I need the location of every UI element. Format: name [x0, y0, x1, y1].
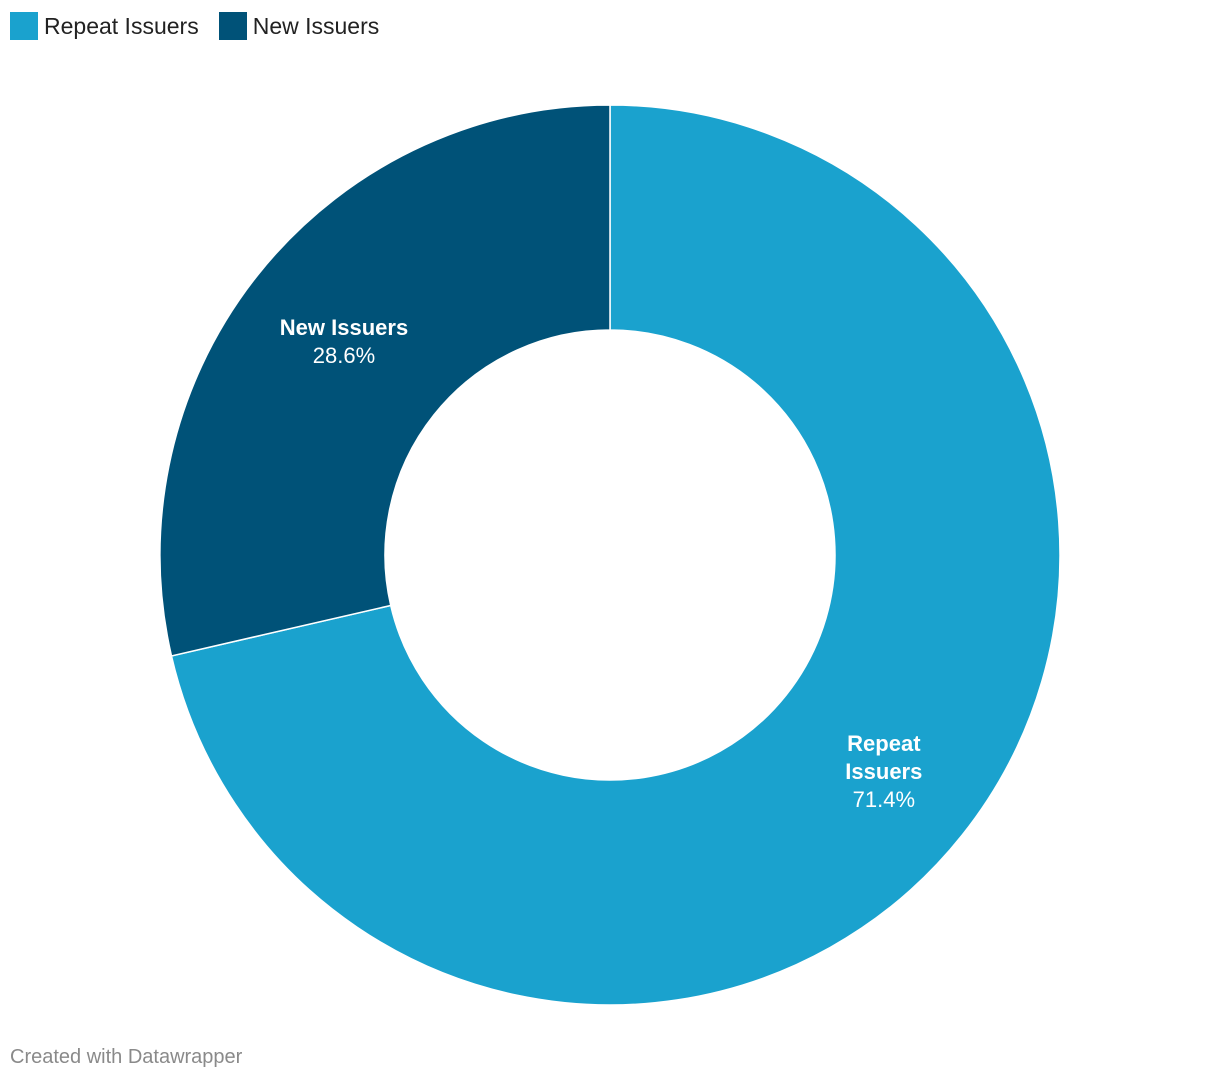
- chart-legend: Repeat Issuers New Issuers: [10, 12, 399, 40]
- slice-label-repeat-issuers: Issuers: [845, 759, 922, 784]
- legend-item-new-issuers: New Issuers: [218, 12, 380, 40]
- footer-credit: Created with Datawrapper: [10, 1046, 243, 1068]
- slice-value-new-issuers: 28.6%: [313, 343, 375, 368]
- slice-label-new-issuers: New Issuers: [280, 315, 408, 340]
- legend-item-repeat-issuers: Repeat Issuers: [10, 12, 199, 40]
- slice-value-repeat-issuers: 71.4%: [853, 787, 915, 812]
- legend-swatch-repeat-issuers: [10, 12, 38, 40]
- legend-label-new-issuers: New Issuers: [252, 12, 380, 39]
- legend-swatch-new-issuers: [218, 12, 247, 40]
- slice-label-repeat-issuers: Repeat: [847, 731, 921, 756]
- slice-new-issuers: [159, 104, 611, 657]
- slice-repeat-issuers: [170, 104, 1061, 1006]
- legend-label-repeat-issuers: Repeat Issuers: [44, 12, 199, 39]
